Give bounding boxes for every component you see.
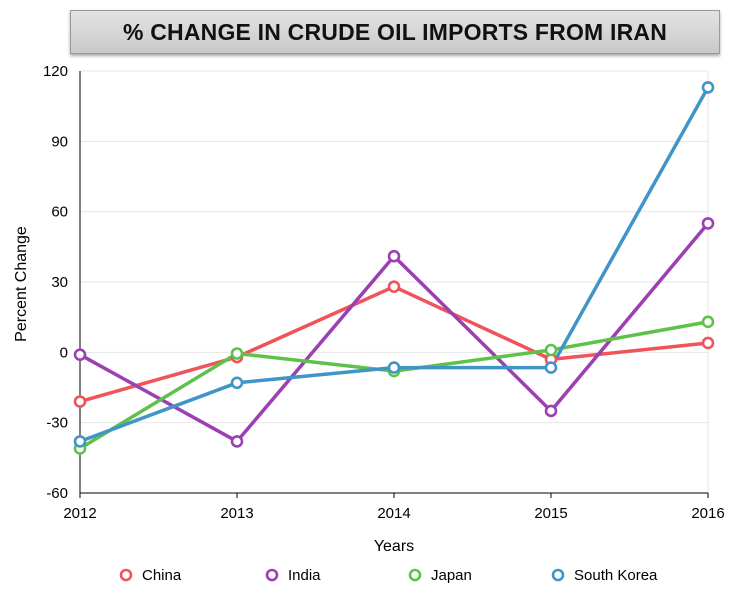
axes: [79, 71, 709, 498]
legend: China India Japan South Korea: [119, 567, 658, 584]
legend-marker: [551, 568, 565, 582]
series-point: [230, 347, 244, 360]
series-point: [544, 361, 558, 374]
y-tick-label: 60: [51, 204, 68, 221]
series-line: [79, 86, 710, 444]
legend-marker: [119, 568, 133, 582]
legend-item: India: [265, 567, 321, 584]
series-line: [79, 284, 709, 404]
series-point: [701, 81, 715, 94]
y-tick-labels: -60 -30 0 30 60 90 120: [43, 63, 68, 502]
x-tick-labels: 2012 2013 2014 2015 2016: [63, 505, 724, 522]
series-point: [544, 404, 558, 418]
series-point: [544, 343, 558, 357]
y-tick-label: 120: [43, 63, 68, 80]
x-tick-label: 2016: [691, 505, 724, 522]
series-point: [701, 336, 715, 350]
legend-item: China: [119, 567, 182, 584]
series-point: [387, 361, 401, 374]
series-point: [73, 348, 87, 361]
legend-marker: [408, 568, 422, 582]
series-points: [73, 81, 715, 455]
x-axis-title: Years: [374, 538, 414, 555]
y-tick-label: 0: [60, 344, 68, 361]
y-tick-label: 90: [51, 133, 68, 150]
y-tick-label: 30: [51, 274, 68, 291]
series-point: [73, 395, 87, 408]
legend-item: Japan: [408, 567, 472, 584]
x-tick-label: 2012: [63, 505, 96, 522]
x-tick-label: 2014: [377, 505, 410, 522]
y-tick-label: -60: [46, 485, 68, 502]
legend-item: South Korea: [551, 567, 658, 584]
series-point: [387, 249, 401, 263]
legend-label: Japan: [431, 567, 472, 584]
legend-label: South Korea: [574, 567, 658, 584]
chart-title: % CHANGE IN CRUDE OIL IMPORTS FROM IRAN: [70, 10, 720, 54]
x-tick-label: 2015: [534, 505, 567, 522]
series-point: [73, 435, 87, 448]
legend-label: India: [288, 567, 321, 584]
y-axis-title: Percent Change: [13, 226, 30, 342]
x-tick-label: 2013: [220, 505, 253, 522]
series-point: [701, 315, 715, 329]
series-point: [230, 435, 244, 448]
series-point: [387, 280, 401, 293]
series-line: [79, 320, 709, 450]
series-point: [701, 217, 715, 230]
legend-marker: [265, 568, 279, 582]
legend-label: China: [142, 567, 182, 584]
series-point: [230, 376, 244, 390]
y-tick-label: -30: [46, 415, 68, 432]
